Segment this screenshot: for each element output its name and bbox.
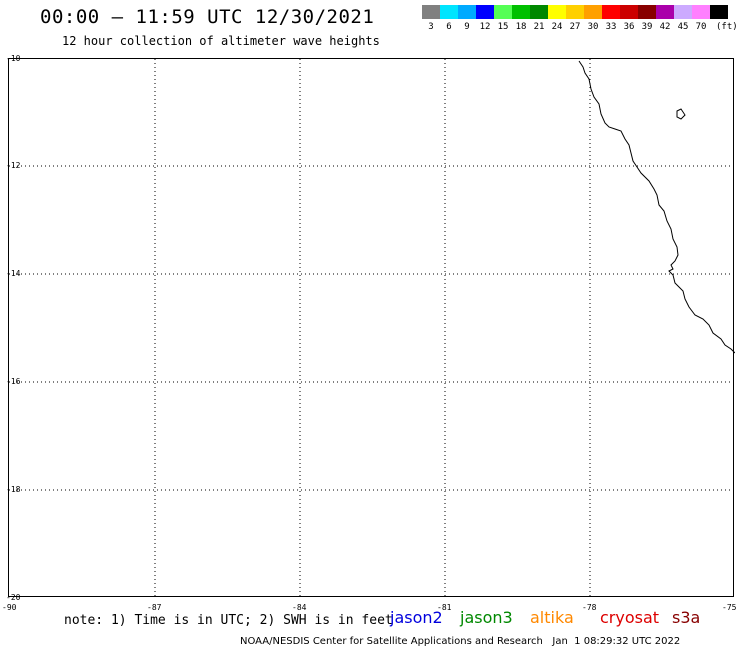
legend-swatch [602,5,620,19]
map-grid [9,59,735,598]
legend-swatch [440,5,458,19]
legend-swatch [548,5,566,19]
legend-label: 15 [497,22,509,32]
lon-label: -81 [437,603,452,612]
color-legend [422,5,728,21]
legend-swatch [692,5,710,19]
legend-label: 9 [464,22,470,32]
lon-label: -84 [292,603,307,612]
map-panel [8,58,735,598]
lat-label: -12 [6,161,21,170]
legend-label: 45 [677,22,689,32]
legend-swatch [476,5,494,19]
legend-unit: (ft) [716,22,738,32]
legend-label: 30 [587,22,599,32]
legend-labels: 3 6 9 12 15 18 21 24 27 30 33 36 39 42 45 70 [422,22,710,32]
lon-label: -87 [147,603,162,612]
legend-swatch [422,5,440,19]
island [676,108,686,120]
legend-swatch [674,5,692,19]
satellite-altika: altika [530,608,574,627]
legend-label: 70 [695,22,707,32]
legend-swatch [512,5,530,19]
lon-label: -90 [2,603,17,612]
chart-subtitle: 12 hour collection of altimeter wave hei… [62,34,380,48]
legend-label: 27 [569,22,581,32]
legend-label: 39 [641,22,653,32]
legend-swatch [710,5,728,19]
lat-label: -20 [6,593,21,602]
legend-label: 33 [605,22,617,32]
satellite-jason3: jason3 [460,608,513,627]
lat-label: -10 [6,54,21,63]
legend-label: 18 [515,22,527,32]
legend-label: 12 [479,22,491,32]
legend-label: 24 [551,22,563,32]
lon-label: -78 [582,603,597,612]
legend-swatch [458,5,476,19]
note-text: note: 1) Time is in UTC; 2) SWH is in fe… [64,613,393,628]
legend-swatch [656,5,674,19]
legend-swatch [530,5,548,19]
footer-credit: NOAA/NESDIS Center for Satellite Applica… [240,636,681,647]
chart-title: 00:00 – 11:59 UTC 12/30/2021 [40,6,375,28]
legend-swatch [494,5,512,19]
legend-label: 42 [659,22,671,32]
lat-label: -18 [6,485,21,494]
legend-swatch [566,5,584,19]
satellite-jason2: jason2 [390,608,443,627]
coastline [578,60,735,354]
satellite-s3a: s3a [672,608,701,627]
legend-swatch [584,5,602,19]
lat-label: -16 [6,377,21,386]
legend-swatch [638,5,656,19]
legend-label: 3 [428,22,434,32]
lat-label: -14 [6,269,21,278]
legend-label: 6 [446,22,452,32]
legend-swatch [620,5,638,19]
lon-label: -75 [722,603,737,612]
satellite-cryosat: cryosat [600,608,660,627]
legend-label: 21 [533,22,545,32]
legend-label: 36 [623,22,635,32]
